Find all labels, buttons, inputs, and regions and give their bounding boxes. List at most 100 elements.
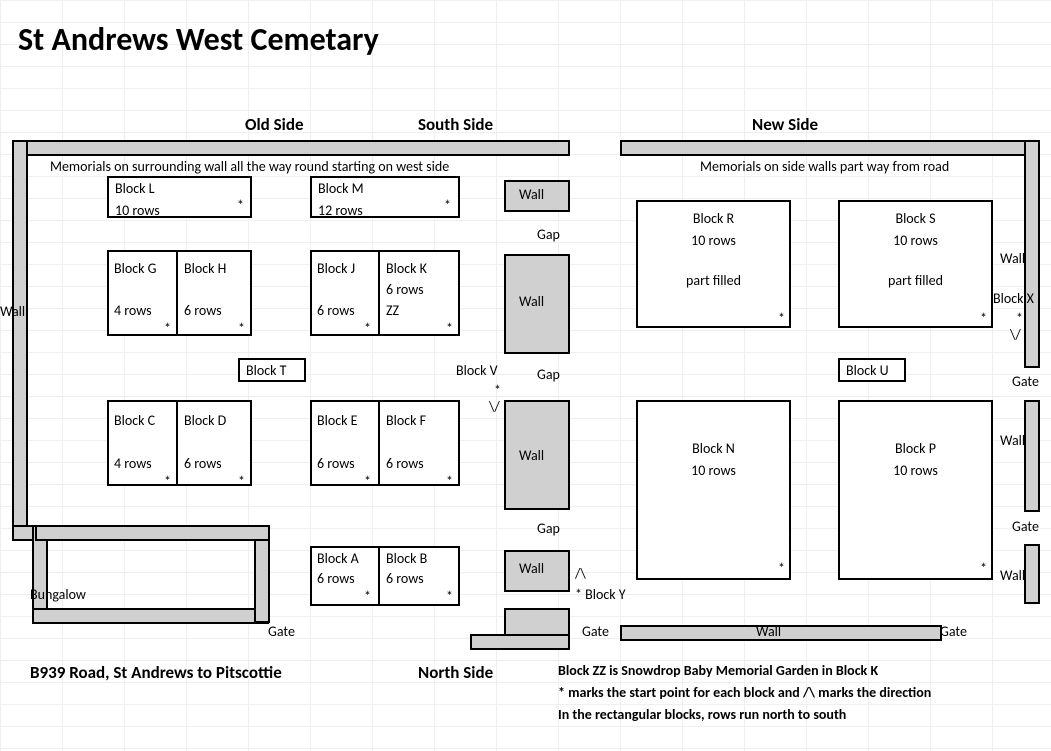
header-south-side: South Side [418,114,493,135]
page-title: St Andrews West Cemetary [18,20,379,59]
wall-label-s1: Wall [519,186,544,203]
wall-label-new-bottom: Wall [756,623,781,640]
block-d-rows: 6 rows [184,455,222,472]
sep-ef [378,400,380,486]
gap-label-3: Gap [537,520,560,537]
block-c-name: Block C [114,412,155,429]
wall-old-left [12,140,28,540]
block-n-name: Block N [638,402,789,460]
note-zz: Block ZZ is Snowdrop Baby Memorial Garde… [558,662,878,679]
block-m: Block M 12 rows [310,176,460,218]
star-k: * [446,320,453,337]
block-b-name: Block B [386,550,427,567]
star-l: * [237,197,244,214]
block-f-name: Block F [386,412,426,429]
header-north-side: North Side [418,662,493,683]
star-e: * [364,473,371,490]
block-b-rows: 6 rows [386,570,424,587]
block-m-rows: 12 rows [312,200,458,222]
block-s-extra: part filled [840,252,991,292]
sep-gh [176,250,178,336]
wall-label-s3: Wall [519,447,544,464]
zz-label: ZZ [386,302,399,319]
wall-label-r1: Wall [1000,250,1025,267]
block-k-name: Block K [386,260,427,277]
wall-old-inner-bottom [35,525,270,541]
wall-label-s2: Wall [519,293,544,310]
wall-south-b1 [470,634,570,650]
block-l-name: Block L [109,178,250,200]
star-f: * [446,473,453,490]
block-g-rows: 4 rows [114,302,152,319]
block-h-rows: 6 rows [184,302,222,319]
wall-old-bottom [32,608,269,624]
star-x: * [1016,310,1023,327]
block-x-label: Block X [993,290,1034,307]
block-j-rows: 6 rows [317,302,355,319]
block-l: Block L 10 rows [107,176,252,218]
memorials-old: Memorials on surrounding wall all the wa… [50,158,449,175]
block-p-name: Block P [840,402,991,460]
wall-new-right-1 [1024,140,1040,368]
block-t: Block T [238,358,306,382]
star-g: * [164,320,171,337]
bungalow-label: Bungalow [30,586,86,603]
arrow-v: \/ [489,398,500,415]
block-h-name: Block H [184,260,226,277]
note-star: * marks the start point for each block a… [558,684,931,701]
wall-label-r2: Wall [1000,432,1025,449]
block-j-name: Block J [317,260,355,277]
arrow-y: /\ [575,565,586,582]
wall-label-r3: Wall [1000,567,1025,584]
gate-label-old: Gate [268,623,295,640]
road-label: B939 Road, St Andrews to Pitscottie [30,662,282,683]
block-p-rows: 10 rows [840,460,991,482]
gate-label-new: Gate [940,623,967,640]
gate-label-r1: Gate [1012,373,1039,390]
block-r-name: Block R [638,202,789,230]
block-n: Block N 10 rows [636,400,791,580]
gate-label-mid: Gate [582,623,609,640]
block-k-rows: 6 rows [386,281,424,298]
block-g-name: Block G [114,260,157,277]
gap-label-2: Gap [537,366,560,383]
block-p: Block P 10 rows [838,400,993,580]
block-a-rows: 6 rows [317,570,355,587]
star-r: * [778,310,785,327]
block-n-rows: 10 rows [638,460,789,482]
star-c: * [164,473,171,490]
header-new-side: New Side [752,114,818,135]
block-r-extra: part filled [638,252,789,292]
sep-jk [378,250,380,336]
wall-old-top [12,140,570,156]
block-f-rows: 6 rows [386,455,424,472]
memorials-new: Memorials on side walls part way from ro… [700,158,949,175]
star-s: * [980,310,987,327]
star-d: * [238,473,245,490]
block-y-label: * Block Y [575,586,626,603]
block-s-rows: 10 rows [840,230,991,252]
block-r-rows: 10 rows [638,230,789,252]
block-e-name: Block E [317,412,358,429]
block-d-name: Block D [184,412,226,429]
star-b: * [446,588,453,605]
note-rect: In the rectangular blocks, rows run nort… [558,706,846,723]
wall-label-s4: Wall [519,560,544,577]
star-j: * [364,320,371,337]
wall-new-top [620,140,1040,156]
block-a-name: Block A [317,550,359,567]
arrow-x: \/ [1010,326,1021,343]
star-p: * [980,560,987,577]
star-h: * [238,320,245,337]
wall-label-left: Wall [0,303,25,320]
block-m-name: Block M [312,178,458,200]
star-n: * [778,560,785,577]
block-l-rows: 10 rows [109,200,250,222]
block-s-name: Block S [840,202,991,230]
gap-label-1: Gap [537,226,560,243]
block-v-label: Block V [456,362,498,379]
block-r: Block R 10 rows part filled [636,200,791,328]
wall-new-right-3 [1024,544,1040,604]
star-a: * [364,588,371,605]
header-old-side: Old Side [245,114,304,135]
